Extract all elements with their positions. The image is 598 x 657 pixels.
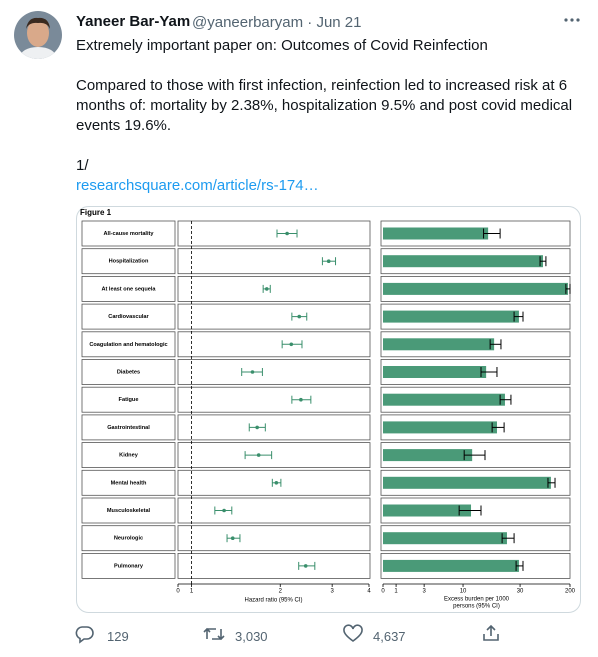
point — [299, 397, 303, 402]
reply-icon[interactable] — [74, 624, 96, 644]
panel-box — [177, 553, 371, 579]
label-box — [81, 359, 176, 385]
paragraph: 1/ — [76, 157, 89, 174]
category-label: Diabetes — [117, 369, 140, 375]
x-axis-title: persons (95% CI) — [453, 604, 500, 610]
reply-count: 129 — [107, 629, 129, 644]
x-tick-label: 10 — [460, 589, 467, 595]
x-tick-label: 0 — [381, 589, 385, 595]
point — [264, 287, 269, 291]
category-label: At least one sequela — [101, 286, 156, 292]
label-box — [81, 525, 176, 552]
retweet-icon[interactable] — [202, 624, 226, 644]
point — [297, 314, 302, 319]
point — [289, 342, 294, 347]
label-box — [81, 386, 176, 413]
bar — [383, 532, 507, 545]
bar — [383, 366, 487, 378]
link[interactable]: researchsquare.com/article/rs-174… — [76, 177, 319, 194]
x-tick-label: 0 — [176, 589, 180, 595]
label-box — [81, 497, 176, 524]
category-label: Fatigue — [119, 397, 139, 403]
label-box — [81, 553, 176, 579]
author-name[interactable]: Yaneer Bar-Yam — [76, 13, 191, 30]
x-tick-label: 1 — [190, 589, 194, 595]
point — [230, 536, 235, 540]
figure-title: Figure 1 — [80, 208, 112, 217]
x-tick-label: 1 — [394, 589, 398, 595]
point — [250, 370, 255, 374]
label-box — [81, 331, 176, 358]
retweet-count: 3,030 — [235, 629, 268, 644]
x-tick-label: 2 — [279, 589, 283, 595]
point — [285, 231, 289, 236]
category-label: Cardiovascular — [108, 314, 149, 320]
bar — [383, 449, 473, 462]
category-label: Mental health — [111, 480, 147, 486]
x-tick-label: 4 — [367, 589, 371, 595]
category-label: All-cause mortality — [103, 231, 154, 237]
bar — [383, 255, 543, 268]
bar — [383, 421, 497, 434]
point — [274, 481, 279, 485]
like-count: 4,637 — [373, 629, 406, 644]
label-box — [81, 275, 176, 302]
avatar[interactable] — [14, 11, 62, 59]
bar — [383, 559, 519, 572]
label-box — [81, 248, 176, 275]
bar — [383, 504, 472, 517]
panel-box — [177, 248, 371, 275]
bar — [383, 338, 495, 351]
paragraph: Compared to those with first infection, … — [76, 77, 573, 134]
bar — [383, 227, 489, 240]
category-label: Pulmonary — [114, 563, 144, 569]
point — [326, 259, 331, 264]
bar — [383, 393, 505, 406]
x-axis-title: Hazard ratio (95% CI) — [244, 598, 302, 604]
bar — [383, 476, 551, 489]
author-meta[interactable]: @yaneerbaryam · Jun 21 — [192, 14, 362, 31]
category-label: Coagulation and hematologic — [89, 342, 167, 348]
panel-box — [177, 303, 371, 330]
bar — [383, 282, 568, 295]
label-box — [81, 303, 176, 330]
figure[interactable]: Figure 1 All-cause mortality Hospitalizati… — [0, 0, 598, 620]
panel-box — [177, 414, 371, 441]
tweet-text: Extremely important paper on: Outcomes o… — [76, 36, 581, 196]
x-tick-label: 200 — [565, 589, 576, 595]
panel-box — [177, 359, 371, 385]
panel-box — [177, 525, 371, 552]
category-label: Kidney — [119, 453, 139, 459]
point — [222, 508, 226, 513]
category-label: Hospitalization — [109, 259, 149, 265]
paragraph: Extremely important paper on: Outcomes o… — [76, 37, 488, 54]
label-box — [81, 469, 176, 496]
panel-box — [177, 331, 371, 358]
bar — [383, 310, 519, 323]
x-tick-label: 30 — [517, 589, 524, 595]
point — [256, 453, 261, 457]
point — [255, 425, 259, 430]
share-icon[interactable] — [481, 623, 501, 643]
label-box — [81, 414, 176, 441]
point — [303, 564, 308, 568]
label-box — [81, 442, 176, 469]
panel-box — [177, 386, 371, 413]
category-label: Musculoskeletal — [107, 508, 151, 514]
panel-box — [177, 275, 371, 302]
panel-box — [177, 497, 371, 524]
label-box — [81, 220, 176, 247]
more-button[interactable] — [562, 14, 582, 26]
category-label: Gastrointestinal — [107, 425, 150, 431]
panel-box — [177, 442, 371, 469]
like-icon[interactable] — [342, 624, 364, 644]
x-tick-label: 3 — [422, 589, 426, 595]
category-label: Neurologic — [114, 536, 143, 542]
x-tick-label: 3 — [330, 589, 334, 595]
x-axis-title: Excess burden per 1000 — [444, 597, 510, 603]
panel-box — [177, 220, 371, 247]
